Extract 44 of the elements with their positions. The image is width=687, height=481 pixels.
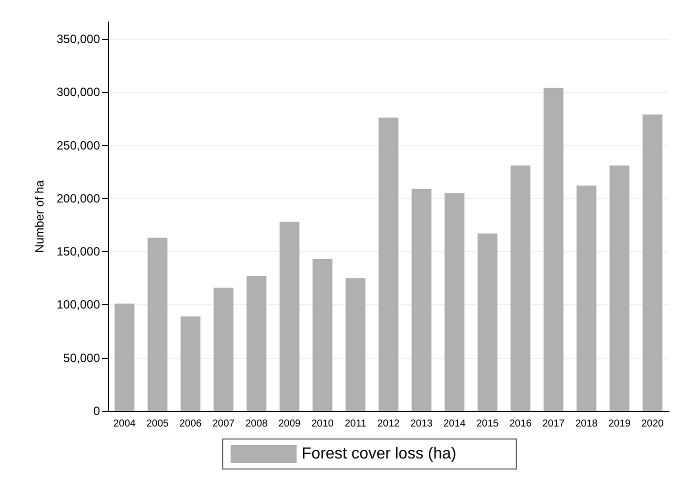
bar <box>444 193 464 411</box>
bar <box>412 188 432 411</box>
y-tick-label: 100,000 <box>56 298 100 312</box>
bar <box>544 88 564 411</box>
y-tick-label: 50,000 <box>63 350 100 365</box>
y-tick-label: 200,000 <box>56 191 100 206</box>
bar <box>378 118 398 411</box>
bar <box>642 114 662 411</box>
y-tick-label: 350,000 <box>56 32 100 46</box>
y-tick-label: 300,000 <box>56 85 100 100</box>
bar <box>280 222 300 411</box>
bar <box>576 186 596 411</box>
x-tick-label: 2007 <box>212 418 236 430</box>
x-tick-label: 2011 <box>344 418 367 430</box>
x-tick-label: 2012 <box>377 418 400 430</box>
x-tick-label: 2018 <box>575 418 598 430</box>
x-tick-label: 2005 <box>146 418 170 430</box>
bar <box>180 316 200 411</box>
legend-label: Forest cover loss (ha) <box>302 446 456 462</box>
x-tick-label: 2020 <box>641 418 664 430</box>
x-tick-label: 2019 <box>608 418 632 430</box>
x-tick-label: 2009 <box>278 418 302 430</box>
x-tick-label: 2006 <box>179 418 202 430</box>
bar <box>148 238 168 411</box>
bar <box>346 278 366 411</box>
bar <box>114 304 134 411</box>
x-tick-label: 2015 <box>476 418 500 430</box>
x-tick-label: 2014 <box>443 418 466 430</box>
y-tick-label: 150,000 <box>56 244 100 259</box>
x-tick-label: 2017 <box>542 418 566 430</box>
x-tick-label: 2004 <box>113 418 136 430</box>
bar <box>610 165 630 411</box>
bar <box>478 234 498 411</box>
bar <box>214 288 234 411</box>
x-tick-label: 2013 <box>410 418 434 430</box>
bar <box>510 165 530 411</box>
y-tick-label: 0 <box>93 404 100 418</box>
x-tick-label: 2008 <box>245 418 268 430</box>
y-tick-label: 250,000 <box>56 138 100 152</box>
y-axis-title: Number of ha <box>32 180 47 253</box>
bar <box>312 259 332 411</box>
bar <box>246 276 266 411</box>
x-tick-label: 2016 <box>509 418 532 430</box>
x-tick-label: 2010 <box>311 418 334 430</box>
